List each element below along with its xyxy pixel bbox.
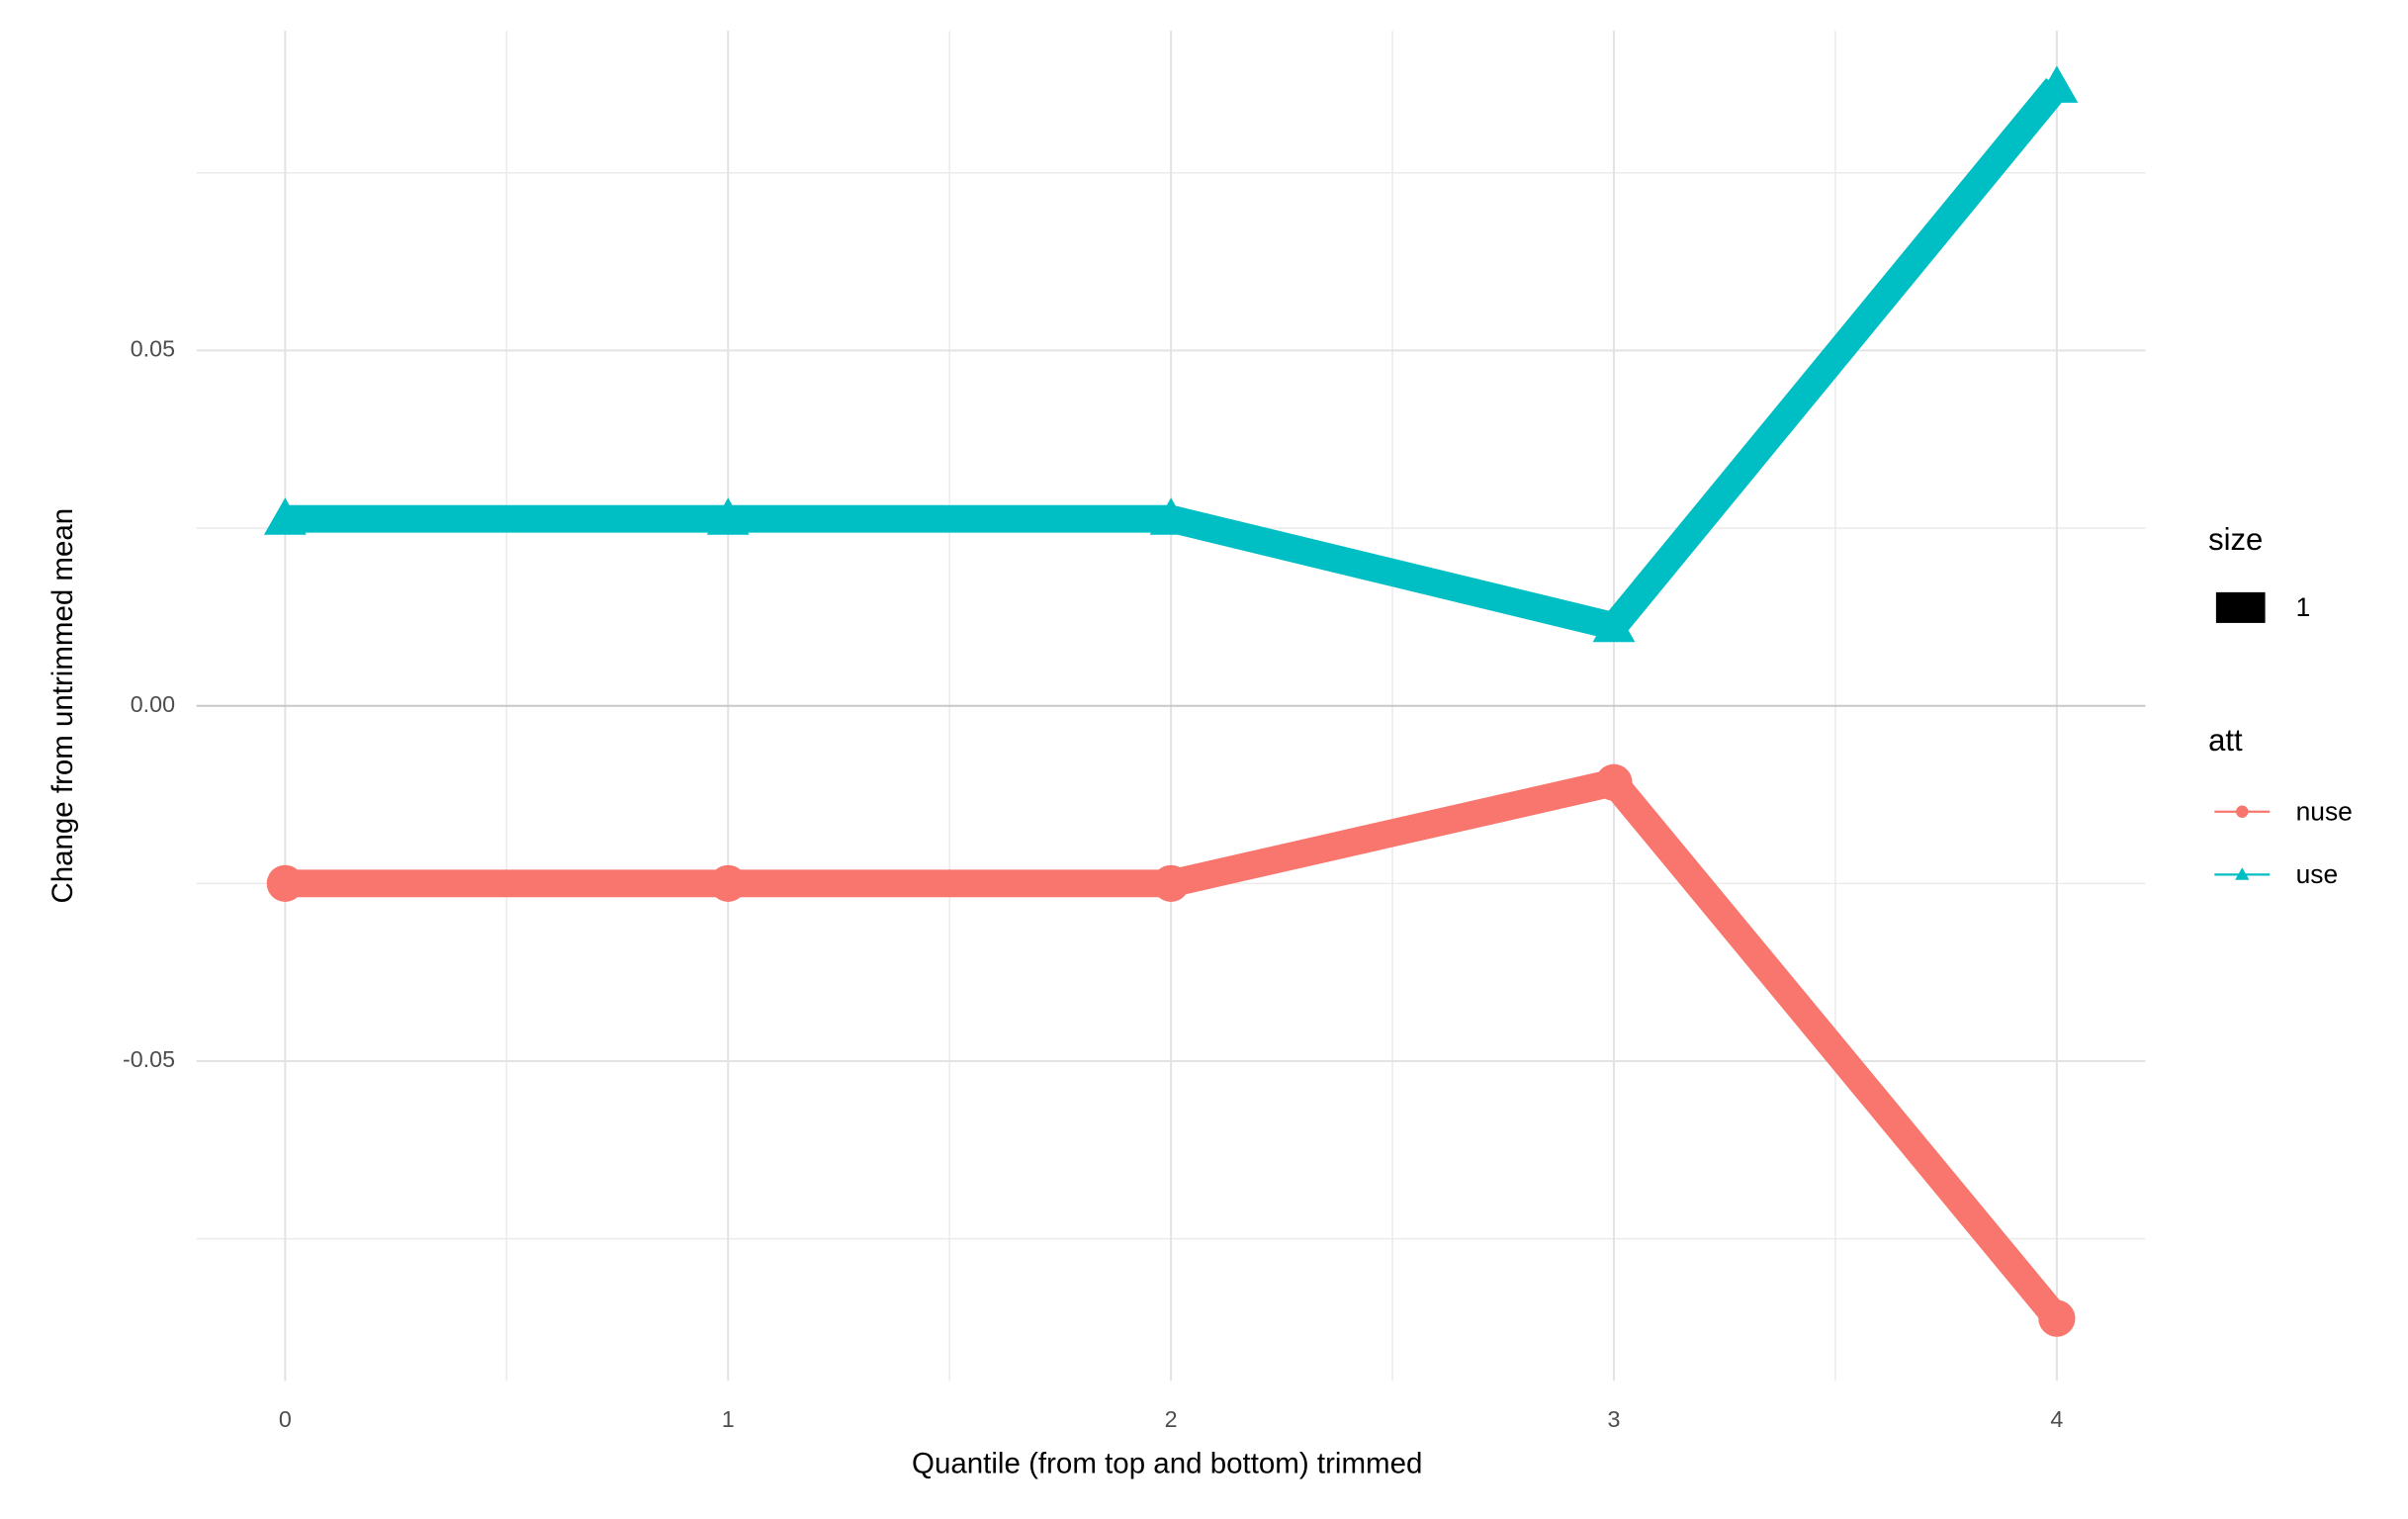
legend-key — [2215, 591, 2266, 623]
point — [1592, 604, 1636, 643]
x-tick-label: 2 — [1165, 1406, 1178, 1432]
x-axis-title: Quantile (from top and bottom) trimmed — [912, 1448, 1422, 1480]
legend-title: att — [2208, 723, 2243, 758]
legend-label: nuse — [2296, 796, 2353, 826]
point — [263, 497, 307, 535]
point — [1595, 763, 1633, 801]
point — [266, 864, 304, 902]
legend-label: 1 — [2296, 592, 2311, 622]
legend: nuse use — [2214, 796, 2353, 889]
x-tick-label: 3 — [1608, 1406, 1621, 1432]
point — [1152, 864, 1190, 902]
x-tick-label: 1 — [722, 1406, 735, 1432]
point — [2235, 867, 2250, 880]
y-axis-title: Change from untrimmed mean — [46, 508, 79, 904]
y-tick-label: 0.05 — [131, 336, 175, 362]
point — [2035, 65, 2079, 103]
point — [709, 864, 747, 902]
x-tick-label: 4 — [2050, 1406, 2063, 1432]
x-tick-label: 0 — [279, 1406, 292, 1432]
grid: 0 1 2 3 4 -0.05 0.00 0.05 — [123, 31, 2146, 1432]
point — [706, 497, 750, 535]
point — [2038, 1299, 2076, 1337]
plot-area — [263, 65, 2079, 1337]
legend-label: use — [2296, 859, 2339, 889]
legend-title: size — [2208, 522, 2263, 557]
point — [1149, 497, 1193, 535]
y-tick-label: 0.00 — [131, 691, 175, 717]
point — [2236, 805, 2249, 818]
y-tick-label: -0.05 — [123, 1046, 175, 1072]
